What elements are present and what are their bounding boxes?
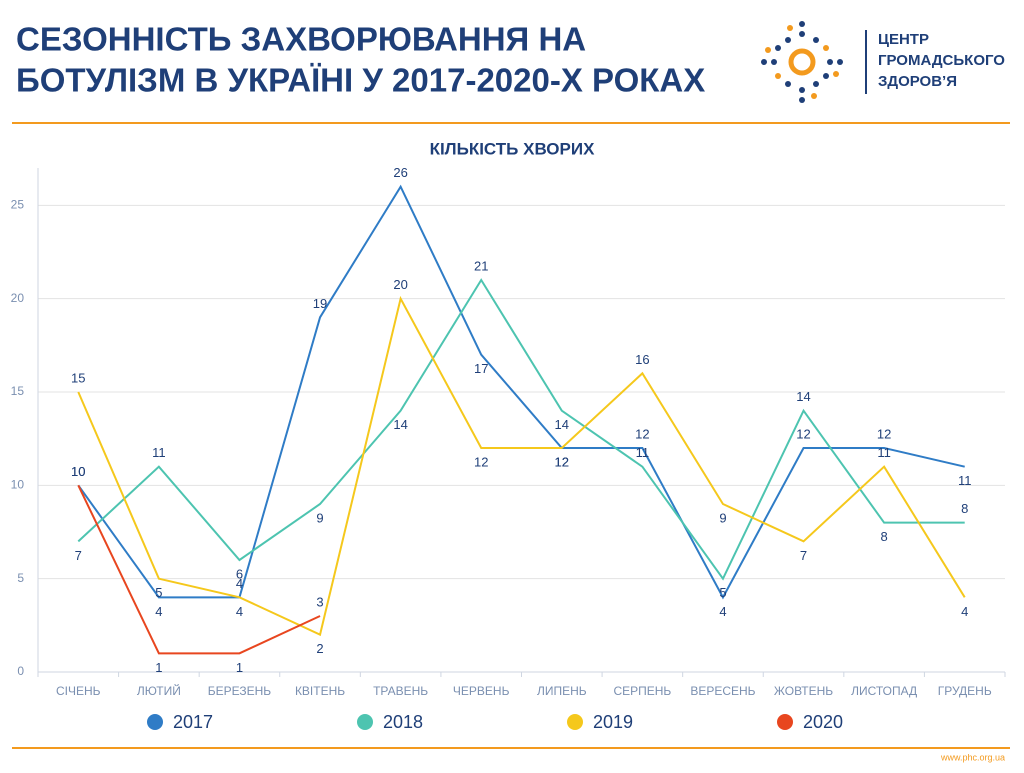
y-tick-label: 10 bbox=[11, 478, 25, 492]
data-label: 5 bbox=[155, 585, 162, 600]
title-line: БОТУЛІЗМ В УКРАЇНІ У 2017-2020-Х РОКАХ bbox=[16, 62, 705, 99]
y-tick-label: 25 bbox=[11, 198, 25, 212]
data-label: 10 bbox=[71, 464, 85, 479]
title-line: СЕЗОННІСТЬ ЗАХВОРЮВАННЯ НА bbox=[16, 21, 586, 58]
series-line bbox=[77, 484, 321, 655]
logo bbox=[761, 21, 867, 103]
data-label: 16 bbox=[635, 352, 649, 367]
data-label: 7 bbox=[75, 548, 82, 563]
data-label: 4 bbox=[236, 576, 243, 591]
legend-swatch bbox=[357, 714, 373, 730]
data-label: 12 bbox=[635, 426, 649, 441]
data-label: 19 bbox=[313, 296, 327, 311]
data-label: 11 bbox=[636, 445, 650, 460]
x-tick-label: СЕРПЕНЬ bbox=[613, 684, 671, 698]
legend-label: 2020 bbox=[803, 712, 843, 732]
data-label: 8 bbox=[881, 529, 888, 544]
data-label: 12 bbox=[877, 426, 891, 441]
legend-label: 2017 bbox=[173, 712, 213, 732]
data-label: 14 bbox=[393, 417, 407, 432]
data-label: 4 bbox=[961, 604, 968, 619]
x-tick-label: ЛИПЕНЬ bbox=[537, 684, 587, 698]
legend-label: 2018 bbox=[383, 712, 423, 732]
x-tick-label: КВІТЕНЬ bbox=[295, 684, 345, 698]
legend-swatch bbox=[777, 714, 793, 730]
x-tick-label: ВЕРЕСЕНЬ bbox=[690, 684, 755, 698]
x-tick-label: БЕРЕЗЕНЬ bbox=[208, 684, 272, 698]
x-tick-label: ТРАВЕНЬ bbox=[373, 684, 428, 698]
x-tick-label: ГРУДЕНЬ bbox=[938, 684, 992, 698]
x-tick-label: СІЧЕНЬ bbox=[56, 684, 101, 698]
x-tick-label: ЛЮТИЙ bbox=[137, 683, 181, 698]
legend-swatch bbox=[147, 714, 163, 730]
data-label: 1 bbox=[155, 660, 162, 675]
chart-title: КІЛЬКІСТЬ ХВОРИХ bbox=[430, 139, 595, 158]
data-label: 9 bbox=[316, 510, 323, 525]
data-label: 10 bbox=[71, 464, 85, 479]
data-label: 4 bbox=[155, 604, 162, 619]
data-label: 12 bbox=[796, 426, 810, 441]
data-label: 26 bbox=[393, 165, 407, 180]
series-line bbox=[77, 295, 966, 637]
legend-label: 2019 bbox=[593, 712, 633, 732]
data-label: 12 bbox=[555, 454, 569, 469]
data-label: 11 bbox=[152, 445, 166, 460]
y-tick-label: 20 bbox=[11, 291, 25, 305]
data-label: 14 bbox=[796, 389, 810, 404]
org-name: ЗДОРОВ’Я bbox=[878, 73, 957, 90]
org-name: ЦЕНТР bbox=[878, 31, 929, 48]
org-name: ГРОМАДСЬКОГО bbox=[878, 52, 1005, 69]
y-tick-label: 0 bbox=[17, 664, 24, 678]
data-label: 1 bbox=[236, 660, 243, 675]
url: www.phc.org.ua bbox=[940, 752, 1005, 762]
data-label: 9 bbox=[719, 510, 726, 525]
data-label: 5 bbox=[719, 585, 726, 600]
data-label: 8 bbox=[961, 501, 968, 516]
data-label: 4 bbox=[719, 604, 726, 619]
x-tick-label: ЖОВТЕНЬ bbox=[774, 684, 833, 698]
data-label: 11 bbox=[877, 445, 891, 460]
data-label: 17 bbox=[474, 361, 488, 376]
series-line bbox=[77, 184, 965, 600]
x-tick-label: ЛИСТОПАД bbox=[851, 684, 917, 698]
data-label: 2 bbox=[316, 641, 323, 656]
legend-swatch bbox=[567, 714, 583, 730]
data-label: 6 bbox=[236, 566, 243, 581]
series-line bbox=[77, 278, 965, 581]
x-tick-label: ЧЕРВЕНЬ bbox=[453, 684, 510, 698]
data-label: 11 bbox=[958, 473, 972, 488]
y-tick-label: 5 bbox=[17, 571, 24, 585]
data-label: 12 bbox=[474, 454, 488, 469]
data-label: 12 bbox=[555, 454, 569, 469]
data-label: 4 bbox=[236, 604, 243, 619]
y-tick-label: 15 bbox=[11, 384, 25, 398]
data-label: 20 bbox=[393, 277, 407, 292]
data-label: 15 bbox=[71, 370, 85, 385]
data-label: 14 bbox=[555, 417, 569, 432]
data-label: 3 bbox=[316, 594, 323, 609]
data-label: 21 bbox=[474, 258, 488, 273]
data-label: 7 bbox=[800, 548, 807, 563]
